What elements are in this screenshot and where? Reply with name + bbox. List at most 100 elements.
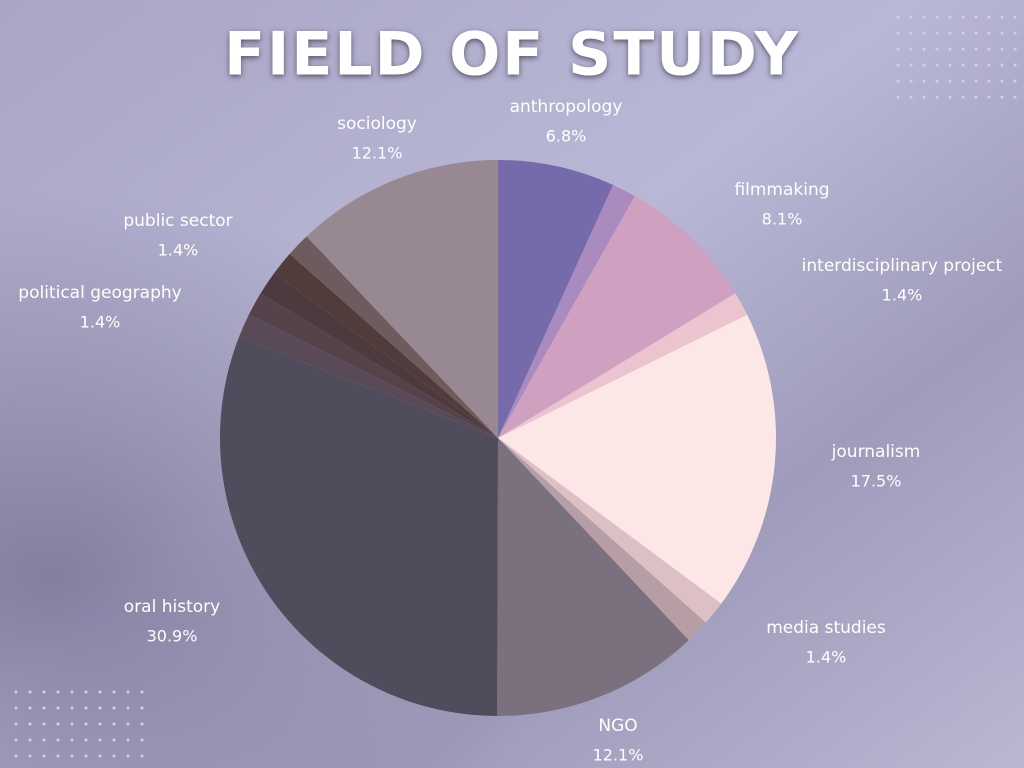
dot <box>70 738 74 742</box>
dot <box>14 706 18 710</box>
dot <box>28 706 32 710</box>
dot <box>112 754 116 758</box>
dot <box>56 706 60 710</box>
dot <box>987 79 991 83</box>
dot <box>987 15 991 19</box>
dot <box>987 31 991 35</box>
slice-label: interdisciplinary project <box>802 256 1003 276</box>
dot <box>140 754 144 758</box>
slice-label: anthropology <box>510 97 623 117</box>
dot <box>14 690 18 694</box>
dot <box>974 63 978 67</box>
dot <box>98 690 102 694</box>
dot <box>974 31 978 35</box>
dot <box>961 31 965 35</box>
slice-label: filmmaking <box>734 180 829 200</box>
value-label: 1.4% <box>158 241 199 260</box>
dot <box>14 738 18 742</box>
dot <box>896 15 900 19</box>
dot <box>896 31 900 35</box>
dot <box>948 63 952 67</box>
pie-slice <box>498 196 736 438</box>
dot <box>935 63 939 67</box>
dot <box>70 722 74 726</box>
dot <box>961 15 965 19</box>
value-label: 1.4% <box>806 648 847 667</box>
dot <box>56 722 60 726</box>
dot <box>98 754 102 758</box>
dot <box>28 690 32 694</box>
dot <box>922 79 926 83</box>
dot <box>948 95 952 99</box>
dot <box>909 31 913 35</box>
dot <box>1000 63 1004 67</box>
dot <box>935 79 939 83</box>
pie-slice <box>274 253 498 438</box>
dot <box>909 47 913 51</box>
dot <box>909 95 913 99</box>
dot <box>948 79 952 83</box>
dot <box>1000 47 1004 51</box>
dot <box>1000 79 1004 83</box>
dot <box>974 95 978 99</box>
slice-label: NGO <box>598 716 637 736</box>
dot <box>70 754 74 758</box>
pie-slice <box>498 184 635 438</box>
dot <box>126 754 130 758</box>
pie <box>219 160 777 717</box>
pie-slice <box>260 272 498 438</box>
dot <box>126 706 130 710</box>
dot <box>974 15 978 19</box>
value-label: 1.4% <box>80 313 121 332</box>
dot <box>126 722 130 726</box>
dot <box>112 690 116 694</box>
dot <box>1013 15 1017 19</box>
pie-slice <box>289 236 498 438</box>
labels: anthropology 6.8% filmmaking 8.1% interdisci… <box>18 97 1002 765</box>
dot <box>140 722 144 726</box>
dot <box>974 79 978 83</box>
pie-slice <box>498 438 706 641</box>
dot <box>1000 95 1004 99</box>
dot <box>961 95 965 99</box>
dot <box>84 722 88 726</box>
dot <box>98 722 102 726</box>
dot <box>42 722 46 726</box>
dot <box>922 31 926 35</box>
dot <box>935 15 939 19</box>
dot <box>909 15 913 19</box>
dot <box>948 15 952 19</box>
slice-label: sociology <box>337 114 417 134</box>
dot <box>922 47 926 51</box>
value-label: 8.1% <box>762 210 803 229</box>
value-label: 17.5% <box>851 472 902 491</box>
pie-slice <box>306 160 498 438</box>
dot <box>28 738 32 742</box>
dot <box>922 95 926 99</box>
dot <box>922 63 926 67</box>
dot <box>140 690 144 694</box>
slice-label: media studies <box>766 618 886 638</box>
dot <box>28 722 32 726</box>
dot <box>70 690 74 694</box>
dot <box>84 706 88 710</box>
dot <box>1000 15 1004 19</box>
value-label: 30.9% <box>147 627 198 646</box>
dot <box>896 63 900 67</box>
dot <box>1013 47 1017 51</box>
dot <box>42 754 46 758</box>
dot <box>126 738 130 742</box>
pie-slice <box>498 314 777 604</box>
slice-label: public sector <box>123 211 232 231</box>
dot <box>1013 31 1017 35</box>
dot <box>140 738 144 742</box>
dot <box>1000 31 1004 35</box>
pie-slice <box>219 336 499 716</box>
dot <box>14 722 18 726</box>
slice-label: journalism <box>831 442 921 462</box>
pie-slice <box>497 438 689 717</box>
pie-slice <box>239 314 498 438</box>
dot <box>56 754 60 758</box>
dot <box>140 706 144 710</box>
